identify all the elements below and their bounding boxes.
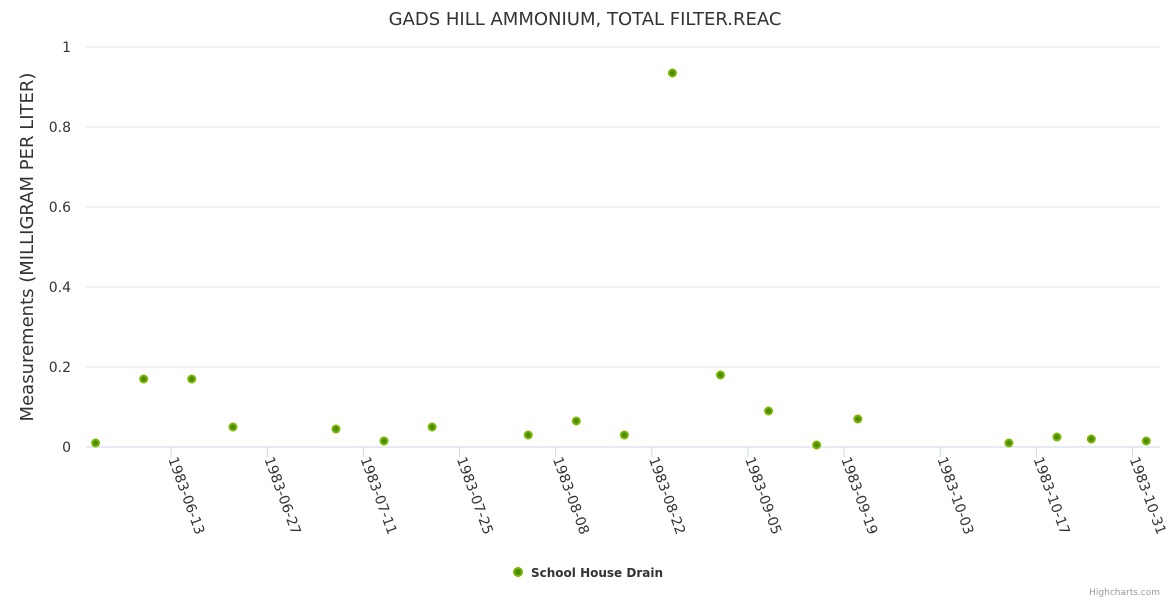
data-point xyxy=(1141,436,1151,446)
data-point xyxy=(764,406,774,416)
data-point xyxy=(1086,434,1096,444)
data-point xyxy=(187,374,197,384)
data-point xyxy=(1052,432,1062,442)
y-tick-label: 0.6 xyxy=(49,200,71,216)
legend-item-school-house-drain[interactable]: School House Drain xyxy=(513,566,663,580)
data-point xyxy=(619,430,629,440)
data-point xyxy=(228,422,238,432)
x-tick-label: 1983-06-13 xyxy=(164,455,207,537)
data-point xyxy=(812,440,822,450)
data-point xyxy=(523,430,533,440)
data-point xyxy=(91,438,101,448)
data-point xyxy=(571,416,581,426)
x-tick-label: 1983-06-27 xyxy=(261,455,304,537)
data-point xyxy=(667,68,677,78)
data-point xyxy=(331,424,341,434)
y-tick-label: 0.4 xyxy=(49,280,71,296)
x-tick-label: 1983-07-25 xyxy=(453,455,496,537)
y-axis-title: Measurements (MILLIGRAM PER LITER) xyxy=(17,73,38,422)
x-tick-label: 1983-09-19 xyxy=(837,455,880,537)
x-tick-label: 1983-08-22 xyxy=(645,455,688,537)
x-tick-label: 1983-08-08 xyxy=(549,455,592,537)
y-tick-label: 0.2 xyxy=(49,360,71,376)
y-tick-label: 1 xyxy=(62,40,71,56)
x-tick-label: 1983-10-31 xyxy=(1126,455,1169,537)
x-tick-label: 1983-07-11 xyxy=(357,455,400,537)
y-tick-label: 0.8 xyxy=(49,120,71,136)
chart-title: GADS HILL AMMONIUM, TOTAL FILTER.REAC xyxy=(389,9,782,30)
credits-link[interactable]: Highcharts.com xyxy=(1089,588,1160,598)
x-tick-label: 1983-10-03 xyxy=(933,455,976,537)
y-tick-label: 0 xyxy=(62,440,71,456)
x-tick-label: 1983-09-05 xyxy=(741,455,784,537)
data-point xyxy=(853,414,863,424)
x-tick-label: 1983-10-17 xyxy=(1030,455,1073,537)
data-point xyxy=(379,436,389,446)
data-point xyxy=(1004,438,1014,448)
data-point xyxy=(139,374,149,384)
data-point xyxy=(427,422,437,432)
data-point xyxy=(716,370,726,380)
legend-label: School House Drain xyxy=(531,566,663,580)
legend-marker xyxy=(513,567,523,577)
